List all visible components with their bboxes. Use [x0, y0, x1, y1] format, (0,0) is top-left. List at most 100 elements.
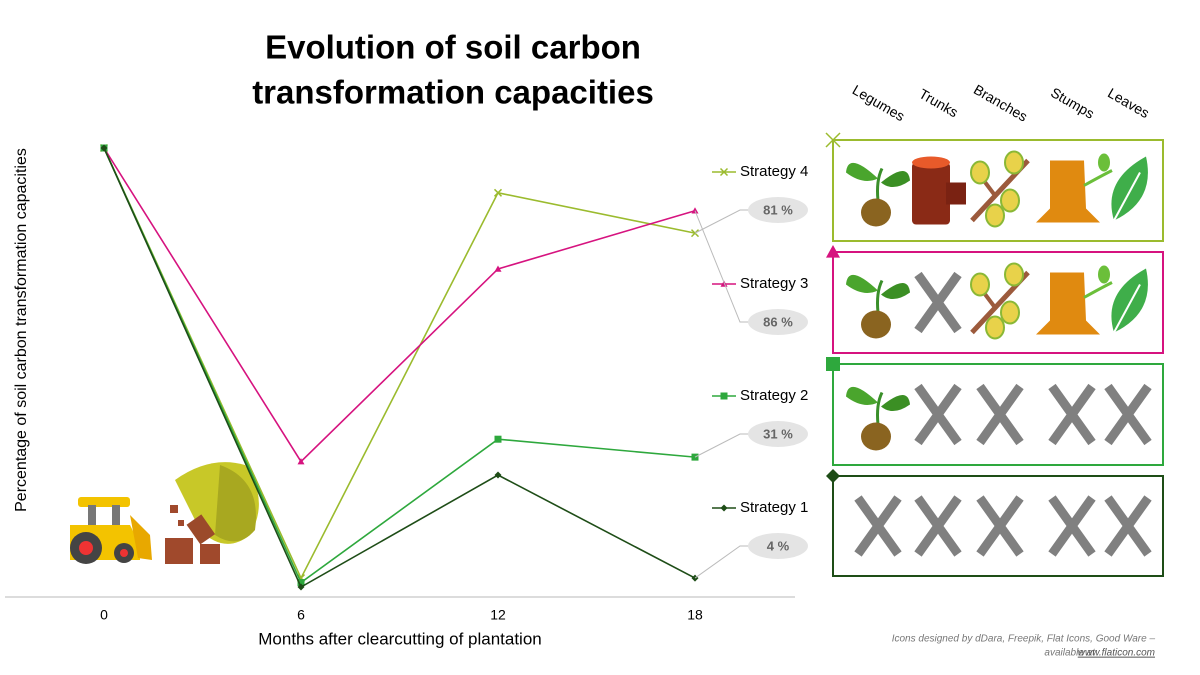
excluded-mark	[1048, 495, 1096, 557]
excluded-mark	[914, 495, 962, 557]
column-header: Leaves	[1105, 85, 1152, 121]
legend-label: Strategy 3	[740, 275, 808, 292]
legume-icon	[881, 282, 910, 300]
excluded-mark	[976, 383, 1024, 446]
marker	[494, 435, 502, 443]
line	[103, 147, 696, 584]
strategy-box	[832, 139, 1164, 242]
x-axis-label: Months after clearcutting of plantation	[258, 629, 542, 648]
legend-label: Strategy 1	[740, 499, 808, 516]
branch-icon	[1000, 300, 1020, 325]
legend-marker	[720, 392, 728, 400]
x-tick-label: 18	[687, 607, 703, 623]
excluded-mark	[914, 383, 962, 446]
tractor-icon	[70, 497, 152, 564]
branch-icon	[1004, 150, 1024, 175]
credit-link[interactable]: www.flaticon.com	[1078, 648, 1155, 659]
branch-icon	[970, 160, 990, 185]
excluded-mark	[1048, 383, 1096, 446]
legume-icon	[861, 198, 891, 227]
excluded-mark	[976, 495, 1024, 557]
stump-icon	[1098, 265, 1110, 284]
legume-icon	[876, 391, 884, 425]
legume-icon	[846, 162, 878, 181]
stump-icon	[1036, 160, 1100, 223]
x-tick-label: 0	[100, 607, 108, 623]
trunk-icon	[946, 182, 966, 205]
strategy-box	[832, 251, 1164, 354]
stump-icon	[1083, 281, 1113, 299]
residue-row	[846, 262, 1148, 340]
data-label: 31 %	[763, 426, 793, 441]
column-header: Stumps	[1048, 84, 1097, 122]
label-pill	[748, 421, 808, 447]
legume-icon	[881, 170, 910, 188]
excluded-mark	[1104, 383, 1152, 446]
branch-icon	[985, 315, 1005, 340]
line	[103, 147, 696, 463]
marker	[297, 458, 305, 465]
chart-title: Evolution of soil carbon	[265, 29, 641, 66]
series	[100, 144, 699, 465]
marker	[493, 188, 503, 197]
label-connector	[694, 209, 752, 234]
label-pill	[748, 197, 808, 223]
credit: Icons designed by dDara, Freepik, Flat I…	[892, 634, 1156, 645]
line	[103, 147, 696, 589]
trunk-icon	[912, 162, 950, 225]
branch-icon	[985, 203, 1005, 228]
column-header: Legumes	[850, 82, 908, 125]
legume-icon	[881, 394, 910, 412]
leaf-icon	[1111, 156, 1148, 221]
plot-area	[99, 143, 700, 591]
stump-icon	[1036, 272, 1100, 335]
line	[103, 147, 696, 580]
marker	[691, 207, 699, 214]
legume-icon	[861, 422, 891, 451]
series	[100, 144, 699, 591]
residue-row	[846, 150, 1148, 228]
column-header: Branches	[971, 81, 1030, 124]
x-tick-label: 12	[490, 607, 506, 623]
legume-icon	[876, 279, 884, 313]
data-label: 81 %	[763, 202, 793, 217]
residue-row	[846, 383, 1152, 451]
marker	[494, 265, 502, 272]
tree-icon	[165, 462, 259, 564]
label-connector	[694, 545, 752, 579]
strategy-box	[832, 363, 1164, 466]
branch-icon	[1004, 262, 1024, 287]
excluded-mark	[854, 495, 902, 557]
leaf-icon	[1113, 284, 1141, 333]
data-label: 86 %	[763, 314, 793, 329]
branch-icon	[970, 272, 990, 297]
excluded-mark	[914, 271, 962, 334]
leaf-icon	[1113, 172, 1141, 221]
marker	[100, 144, 108, 152]
box-marker	[825, 132, 841, 148]
box-marker	[826, 357, 840, 371]
marker	[494, 471, 502, 479]
y-axis-label: Percentage of soil carbon transformation…	[13, 148, 30, 512]
legume-icon	[876, 167, 884, 201]
chart-title: transformation capacities	[252, 74, 654, 111]
credit: available at	[1044, 648, 1096, 659]
box-marker	[826, 469, 840, 483]
stump-icon	[1098, 153, 1110, 172]
label-connector	[694, 210, 752, 323]
label-pill	[748, 309, 808, 335]
leaf-icon	[1111, 268, 1148, 333]
column-header: Trunks	[916, 85, 961, 120]
series	[99, 143, 700, 583]
legume-icon	[846, 386, 878, 405]
legend-label: Strategy 4	[740, 163, 808, 180]
legume-icon	[861, 310, 891, 339]
marker	[297, 579, 305, 587]
legend-label: Strategy 2	[740, 387, 808, 404]
label-connector	[694, 433, 752, 458]
trunk-icon	[912, 156, 950, 169]
stump-icon	[1083, 169, 1113, 187]
legume-icon	[846, 274, 878, 293]
strategy-box	[832, 475, 1164, 577]
